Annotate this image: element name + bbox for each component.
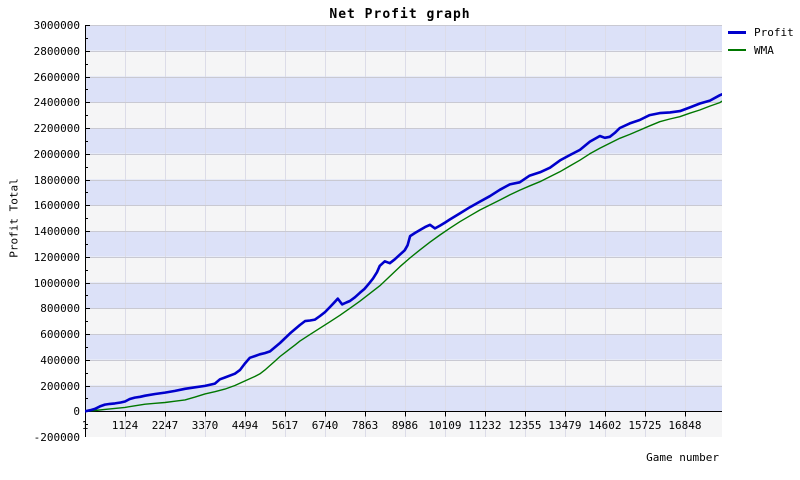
x-tick-label: 7863 xyxy=(351,419,379,432)
y-tick-label: 2800000 xyxy=(33,44,80,58)
x-tick-label: 4494 xyxy=(231,419,259,432)
chart-svg xyxy=(85,25,722,437)
legend-label-wma: WMA xyxy=(754,43,774,57)
y-tick-label: 2000000 xyxy=(33,147,80,161)
legend-item-wma: WMA xyxy=(728,41,794,59)
x-tick-label: 13479 xyxy=(548,419,582,432)
y-tick-label: 2600000 xyxy=(33,70,80,84)
x-tick-label: 15725 xyxy=(628,419,662,432)
x-tick-label: 14602 xyxy=(588,419,622,432)
y-tick-label: 600000 xyxy=(40,328,80,341)
y-tick-label: 0 xyxy=(73,405,80,419)
x-tick-label: 2247 xyxy=(151,419,179,432)
profit-line-swatch xyxy=(728,30,746,34)
x-tick-label: 3370 xyxy=(191,419,219,432)
x-tick-label: 1 xyxy=(81,419,89,432)
x-axis-title: Game number xyxy=(646,451,719,464)
x-tick-label: 6740 xyxy=(311,419,339,432)
x-tick-label: 12355 xyxy=(508,419,542,432)
plot-area xyxy=(85,25,722,437)
legend: Profit WMA xyxy=(728,23,794,59)
x-tick-label: 16848 xyxy=(668,419,702,432)
y-tick-label: 1400000 xyxy=(33,225,80,238)
x-tick-label: 1124 xyxy=(111,419,139,432)
wma-line-swatch xyxy=(728,49,746,51)
y-tick-label: 3000000 xyxy=(33,19,80,32)
y-tick-label: 800000 xyxy=(40,302,80,316)
y-tick-label: 1600000 xyxy=(33,199,80,213)
y-tick-label: 400000 xyxy=(40,353,80,367)
y-tick-label: 2400000 xyxy=(33,96,80,110)
x-tick-label: 5617 xyxy=(271,419,299,432)
y-tick-label: 2200000 xyxy=(33,122,80,135)
y-axis-title: Profit Total xyxy=(7,178,21,258)
y-tick-label: 200000 xyxy=(40,379,80,393)
legend-item-profit: Profit xyxy=(728,23,794,41)
chart-title: Net Profit graph xyxy=(329,7,471,22)
y-tick-label: -200000 xyxy=(33,431,80,444)
legend-label-profit: Profit xyxy=(754,25,794,39)
y-tick-label: 1200000 xyxy=(33,250,80,264)
y-tick-label: 1800000 xyxy=(33,173,80,187)
x-tick-label: 11232 xyxy=(468,419,502,432)
x-tick-label: 8986 xyxy=(391,419,419,432)
y-tick-label: 1000000 xyxy=(33,276,80,290)
x-tick-label: 10109 xyxy=(428,419,462,432)
